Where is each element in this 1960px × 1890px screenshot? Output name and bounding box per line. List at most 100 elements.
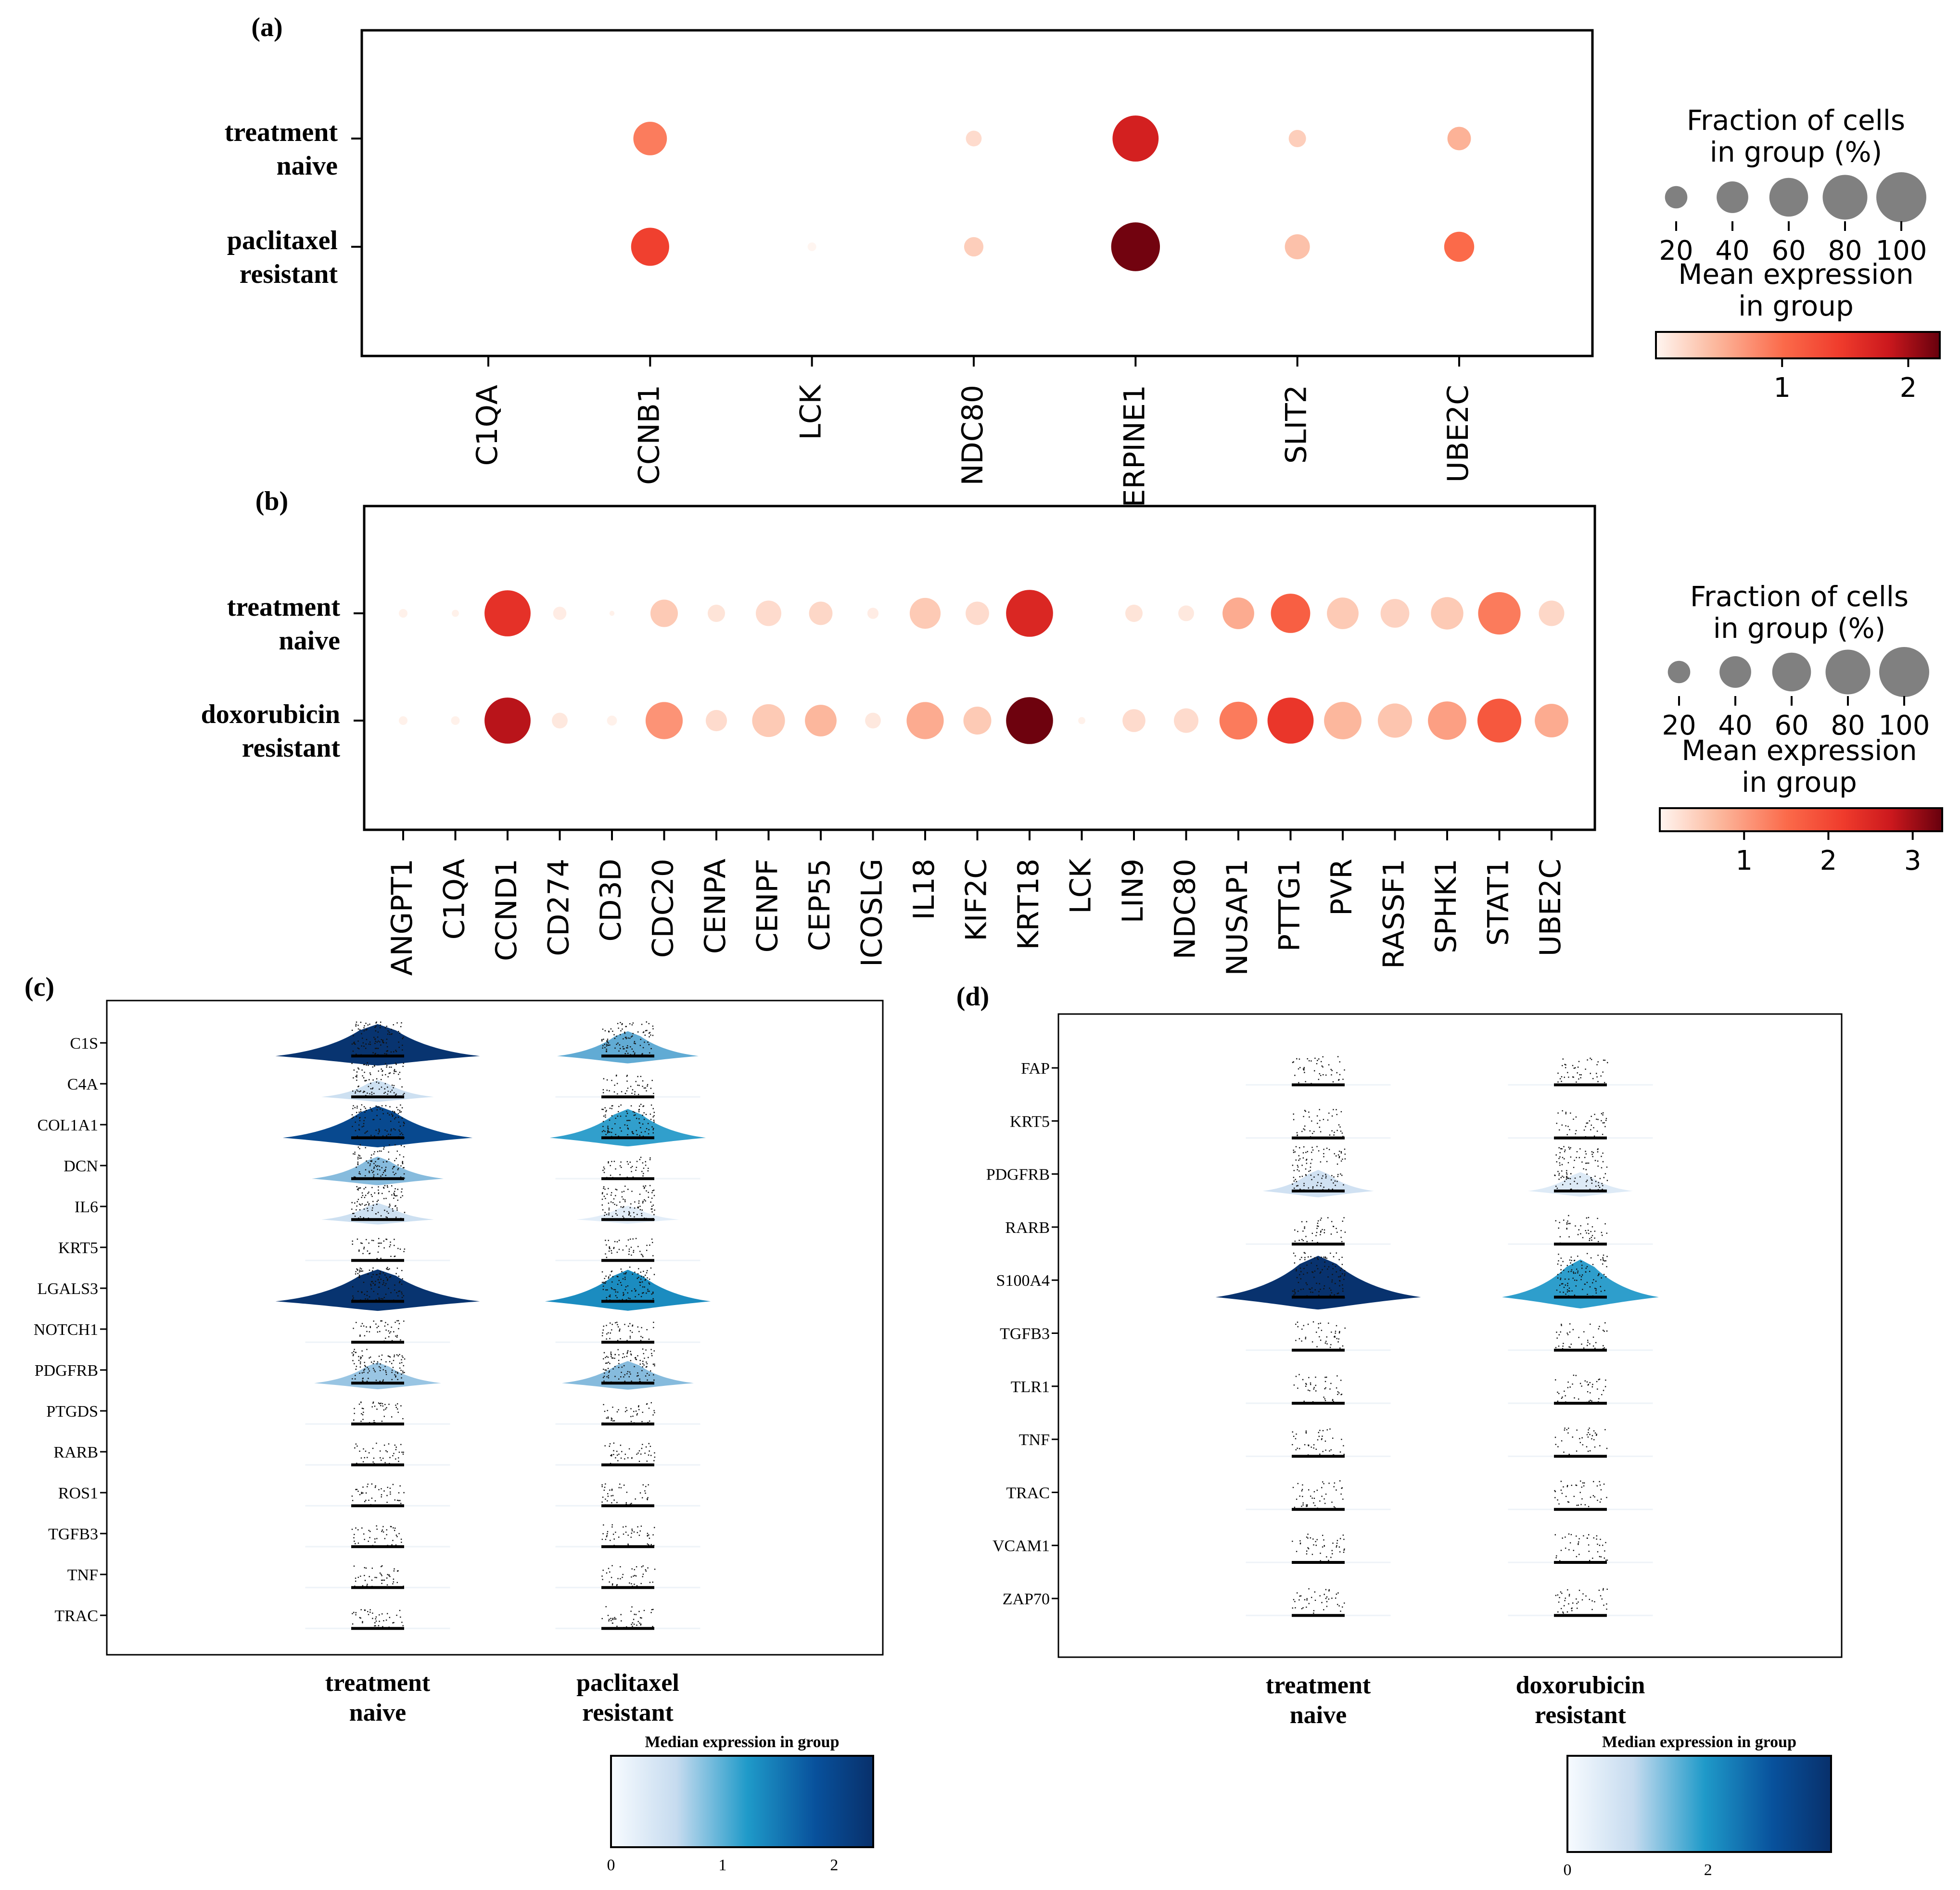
violin-gene-label-trac: TRAC — [1006, 1484, 1050, 1502]
violin-gene-label-tgfb3: TGFB3 — [48, 1525, 98, 1543]
violin-points — [351, 1525, 402, 1547]
violin-points — [354, 1443, 404, 1466]
violin-gene-label-s100a4: S100A4 — [996, 1272, 1050, 1290]
size-legend-dot — [1825, 649, 1871, 695]
violin-points — [1294, 1217, 1346, 1245]
size-legend-dot — [1719, 656, 1751, 688]
violin-gene-label-pdgfrb: PDGFRB — [35, 1362, 98, 1380]
violin-il6 — [576, 1205, 679, 1224]
dot-nusap1 — [1222, 597, 1254, 629]
dot-ube2c — [1447, 127, 1471, 151]
colorbar-label: 2 — [1820, 845, 1837, 876]
a-group-label: treatment naive — [225, 117, 338, 181]
violin-lgals3 — [545, 1269, 711, 1311]
size-legend-label: 60 — [1774, 710, 1808, 741]
size-legend-dot — [1717, 181, 1748, 213]
dot-cenpa — [705, 710, 727, 732]
gene-label-slit2: SLIT2 — [1280, 385, 1313, 464]
gene-label-cep55: CEP55 — [803, 859, 837, 951]
dot-ube2c — [1535, 704, 1568, 737]
b-group-label: doxorubicin resistant — [201, 699, 341, 763]
dot-krt18 — [1006, 590, 1053, 637]
dot-cd274 — [552, 712, 568, 729]
dot-pvr — [1327, 597, 1359, 629]
gene-label-cenpa: CENPA — [699, 859, 732, 954]
size-legend-dot — [1822, 175, 1868, 220]
gene-label-stat1: STAT1 — [1482, 859, 1515, 946]
c-plot-frame — [106, 1000, 884, 1656]
violin-s100a4 — [1215, 1256, 1421, 1310]
dot-icoslg — [867, 608, 879, 619]
colorbar-label: 2 — [1900, 372, 1917, 404]
dot-krt18 — [1006, 697, 1053, 744]
violin-gene-label-tnf: TNF — [1019, 1431, 1050, 1449]
violin-points — [602, 1156, 651, 1180]
violin-pdgfrb — [561, 1361, 694, 1390]
violin-points — [1555, 1374, 1606, 1404]
dot-slit2 — [1285, 234, 1310, 259]
d-group-label: treatment naive — [1266, 1672, 1371, 1729]
violin-points — [1555, 1215, 1607, 1244]
b-size-legend-title: Fraction of cells in group (%) — [1690, 580, 1909, 645]
dot-ndc80 — [966, 130, 982, 147]
violin-points — [1556, 1253, 1608, 1298]
violin-points — [601, 1565, 656, 1588]
violin-gene-label-rarb: RARB — [53, 1444, 98, 1461]
dot-c1qa — [452, 609, 459, 617]
c-group-label: treatment naive — [325, 1669, 431, 1726]
dot-ube2c — [1539, 600, 1565, 626]
dot-pvr — [1324, 702, 1362, 739]
violin-lgals3 — [275, 1269, 480, 1311]
panel-label-b: (b) — [255, 486, 288, 516]
dot-cdc20 — [645, 702, 683, 739]
violin-gene-label-zap70: ZAP70 — [1003, 1590, 1050, 1608]
size-legend-dot — [1665, 186, 1688, 209]
dot-cdc20 — [650, 599, 678, 627]
violin-points — [351, 1609, 404, 1629]
c-group-label: paclitaxel resistant — [576, 1669, 679, 1726]
violin-points — [1292, 1056, 1345, 1084]
dot-serpine1 — [1112, 115, 1159, 162]
gene-label-cenpf: CENPF — [751, 859, 785, 952]
size-legend-dot — [1667, 660, 1691, 684]
violin-gene-label-ptgds: PTGDS — [46, 1403, 98, 1421]
size-legend-dot — [1772, 652, 1811, 692]
b-colorbar — [1659, 807, 1943, 832]
violin-points — [1555, 1322, 1608, 1352]
violin-points — [1292, 1588, 1345, 1617]
dot-slit2 — [1288, 130, 1306, 147]
violin-gene-label-krt5: KRT5 — [58, 1239, 98, 1257]
dot-lck — [807, 242, 816, 251]
dot-icoslg — [865, 712, 881, 729]
dot-lck — [1078, 717, 1085, 724]
dot-il18 — [906, 702, 944, 739]
size-legend-label: 80 — [1828, 235, 1862, 266]
colorbar-label: 2 — [1704, 1861, 1712, 1879]
size-legend-dot — [1876, 172, 1926, 222]
violin-points — [1555, 1588, 1608, 1616]
size-legend-dot — [1769, 178, 1808, 217]
gene-label-kif2c: KIF2C — [960, 859, 993, 941]
dot-ndc80 — [1178, 605, 1194, 622]
gene-label-nusap1: NUSAP1 — [1221, 859, 1254, 976]
dot-cenpf — [752, 704, 785, 737]
violin-c4a — [321, 1080, 434, 1102]
dot-cd3d — [609, 610, 615, 616]
violin-s100a4 — [1502, 1259, 1659, 1308]
dot-angpt1 — [399, 609, 407, 618]
violin-c1s — [275, 1024, 480, 1066]
dot-lin9 — [1122, 709, 1145, 732]
violin-points — [1293, 1374, 1343, 1405]
gene-label-angpt1: ANGPT1 — [385, 859, 419, 976]
violin-points — [602, 1075, 654, 1098]
dot-stat1 — [1478, 592, 1521, 635]
violin-points — [352, 1401, 404, 1425]
violin-gene-label-pdgfrb: PDGFRB — [986, 1166, 1050, 1184]
d-group-label: doxorubicin resistant — [1516, 1672, 1645, 1729]
gene-label-ndc80: NDC80 — [956, 385, 990, 485]
a-colorbar — [1655, 331, 1941, 359]
violin-points — [601, 1483, 649, 1507]
gene-label-ube2c: UBE2C — [1441, 385, 1475, 482]
a-plot-frame — [360, 29, 1594, 357]
size-legend-label: 40 — [1715, 235, 1749, 266]
